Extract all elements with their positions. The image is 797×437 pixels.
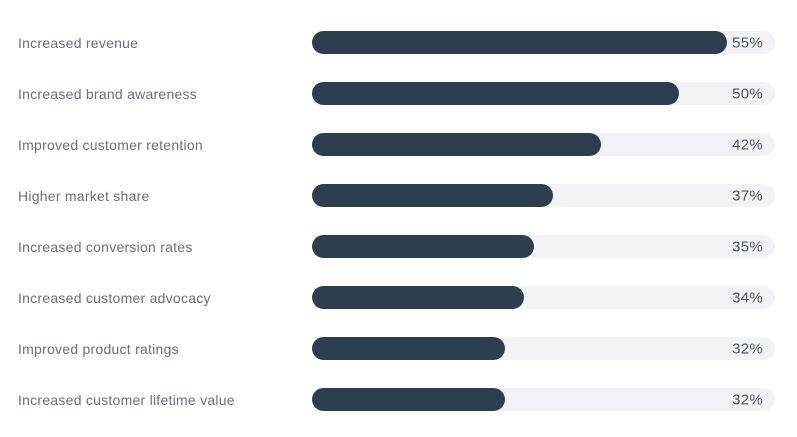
chart-row: Increased revenue 55%	[0, 17, 797, 68]
bar-fill	[312, 235, 534, 258]
value-label: 32%	[732, 391, 763, 408]
bar-track: 34%	[312, 286, 775, 309]
bar-track: 37%	[312, 184, 775, 207]
category-label: Increased customer advocacy	[18, 289, 211, 306]
bar-fill	[312, 388, 505, 411]
value-label: 50%	[732, 85, 763, 102]
chart-row: Increased customer lifetime value 32%	[0, 374, 797, 425]
category-label: Improved customer retention	[18, 136, 203, 153]
chart-row: Higher market share 37%	[0, 170, 797, 221]
bar-track: 42%	[312, 133, 775, 156]
category-label: Increased revenue	[18, 34, 139, 51]
bar-fill	[312, 31, 727, 54]
category-label: Increased conversion rates	[18, 238, 193, 255]
bar-track: 35%	[312, 235, 775, 258]
bar-fill	[312, 337, 505, 360]
value-label: 55%	[732, 34, 763, 51]
value-label: 32%	[732, 340, 763, 357]
bar-fill	[312, 133, 602, 156]
bar-fill	[312, 286, 525, 309]
bar-fill	[312, 184, 554, 207]
bar-track: 32%	[312, 337, 775, 360]
chart-row: Increased conversion rates 35%	[0, 221, 797, 272]
chart-row: Improved customer retention 42%	[0, 119, 797, 170]
bar-fill	[312, 82, 679, 105]
bar-chart: Increased revenue 55% Increased brand aw…	[0, 17, 797, 425]
category-label: Improved product ratings	[18, 340, 179, 357]
chart-row: Increased brand awareness 50%	[0, 68, 797, 119]
category-label: Higher market share	[18, 187, 150, 204]
value-label: 37%	[732, 187, 763, 204]
category-label: Increased customer lifetime value	[18, 391, 235, 408]
category-label: Increased brand awareness	[18, 85, 198, 102]
bar-track: 32%	[312, 388, 775, 411]
bar-track: 50%	[312, 82, 775, 105]
value-label: 34%	[732, 289, 763, 306]
chart-row: Improved product ratings 32%	[0, 323, 797, 374]
chart-row: Increased customer advocacy 34%	[0, 272, 797, 323]
value-label: 42%	[732, 136, 763, 153]
value-label: 35%	[732, 238, 763, 255]
bar-track: 55%	[312, 31, 775, 54]
